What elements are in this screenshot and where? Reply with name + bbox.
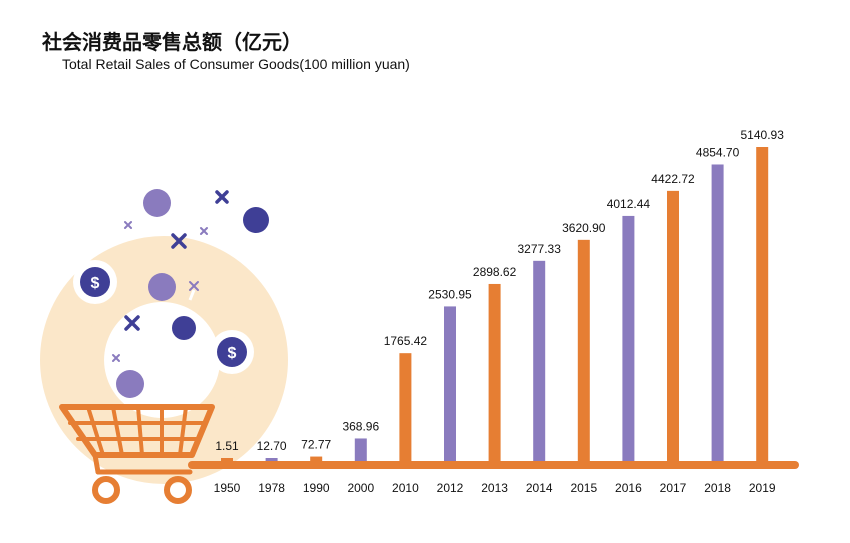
- coin-icon: [143, 189, 171, 217]
- shopping-illustration: $ $: [40, 189, 288, 484]
- coin-icon: [148, 273, 176, 301]
- dollar-symbol-2: $: [228, 345, 237, 362]
- cream-donut-icon: [40, 236, 288, 484]
- coin-icon: [243, 207, 269, 233]
- x-tick-2014: 2014: [526, 481, 553, 495]
- cross-icon: [124, 190, 229, 331]
- value-label-1978: 12.70: [257, 439, 287, 453]
- dollar-badge-icon: [80, 267, 110, 297]
- x-tick-1978: 1978: [258, 481, 285, 495]
- x-tick-2012: 2012: [437, 481, 464, 495]
- bar-2012: [444, 306, 456, 461]
- x-tick-labels: 1950 1978 1990 2000 2010 2012 2013 2014 2015 2016…: [214, 481, 776, 495]
- bar-2014: [533, 260, 546, 461]
- bar-2019: [756, 147, 769, 461]
- coin-icon: [172, 316, 196, 340]
- x-tick-2017: 2017: [660, 481, 687, 495]
- bar-2013: [488, 283, 501, 461]
- bar-2000: [354, 438, 367, 461]
- x-tick-2015: 2015: [570, 481, 597, 495]
- bar-1950: [221, 458, 233, 461]
- bar-2016: [622, 215, 635, 461]
- bar-1978: [265, 458, 278, 461]
- value-label-2018: 4854.70: [696, 145, 740, 159]
- value-label-2012: 2530.95: [428, 287, 472, 301]
- bar-2018: [711, 164, 724, 461]
- bar-2010: [399, 353, 412, 461]
- x-tick-2016: 2016: [615, 481, 642, 495]
- bar-1990: [310, 456, 323, 461]
- value-label-1990: 72.77: [301, 438, 331, 452]
- value-label-2016: 4012.44: [607, 197, 651, 211]
- value-label-2019: 5140.93: [741, 128, 785, 142]
- value-label-2010: 1765.42: [384, 334, 428, 348]
- x-tick-2018: 2018: [704, 481, 731, 495]
- chart-subtitle: Total Retail Sales of Consumer Goods(100…: [62, 56, 410, 72]
- value-label-2014: 3277.33: [518, 242, 562, 256]
- shopping-cart-icon: [59, 404, 215, 504]
- x-tick-1990: 1990: [303, 481, 330, 495]
- x-tick-2019: 2019: [749, 481, 776, 495]
- small-cross-icon: [112, 221, 208, 362]
- x-tick-2000: 2000: [347, 481, 374, 495]
- value-label-2000: 368.96: [342, 419, 379, 433]
- value-label-1950: 1.51: [215, 439, 239, 453]
- chart-title: 社会消费品零售总额（亿元）: [42, 30, 302, 54]
- x-tick-2010: 2010: [392, 481, 419, 495]
- dollar-symbol-1: $: [91, 275, 100, 292]
- value-label-2015: 3620.90: [562, 221, 606, 235]
- bar-series: [221, 147, 769, 462]
- bar-2017: [667, 190, 679, 462]
- value-label-2017: 4422.72: [651, 172, 695, 186]
- coin-icon: [116, 370, 144, 398]
- value-label-2013: 2898.62: [473, 265, 517, 279]
- dollar-badge-icon: [217, 337, 247, 367]
- bar-2015: [577, 239, 590, 461]
- x-tick-1950: 1950: [214, 481, 241, 495]
- x-tick-2013: 2013: [481, 481, 508, 495]
- value-labels: 1.51 12.70 72.77 368.96 1765.42 2530.952898.6…: [215, 128, 784, 453]
